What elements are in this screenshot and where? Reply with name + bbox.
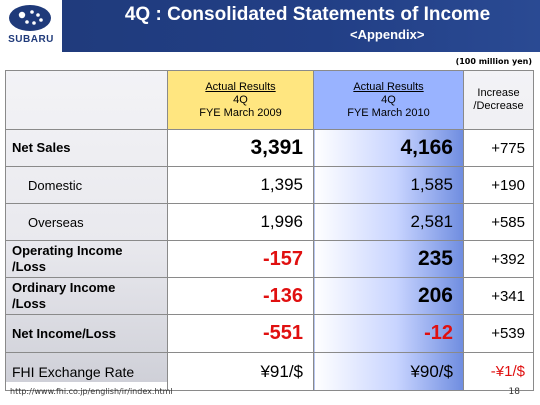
col-header-change-line2: /Decrease bbox=[473, 100, 524, 112]
row-label-line1: Operating Income bbox=[12, 243, 123, 258]
value-change: +341 bbox=[463, 277, 534, 315]
table-row-ordinary-income: Ordinary Income /Loss -136 206 +341 bbox=[5, 277, 534, 315]
table-row-net-sales: Net Sales 3,391 4,166 +775 bbox=[5, 129, 534, 167]
value-fy2010: 4,166 bbox=[313, 129, 464, 167]
footer-url[interactable]: http://www.fhi.co.jp/english/ir/index.ht… bbox=[10, 387, 173, 396]
col-header-fy2010: Actual Results 4Q FYE March 2010 bbox=[313, 70, 464, 130]
row-label: Operating Income /Loss bbox=[5, 240, 168, 278]
col-header-fy2009-line2: 4Q bbox=[233, 93, 248, 106]
table-row-domestic: Domestic 1,395 1,585 +190 bbox=[5, 166, 534, 204]
value-change: -¥1/$ bbox=[463, 352, 534, 391]
col-header-fy2010-line3: FYE March 2010 bbox=[347, 106, 430, 119]
table-row-overseas: Overseas 1,996 2,581 +585 bbox=[5, 203, 534, 241]
value-change: +392 bbox=[463, 240, 534, 278]
logo-wordmark: SUBARU bbox=[8, 34, 54, 45]
row-label-line2: /Loss bbox=[12, 259, 46, 274]
page-title: 4Q : Consolidated Statements of Income bbox=[124, 4, 491, 25]
header-bar: SUBARU 4Q : Consolidated Statements of I… bbox=[0, 0, 540, 52]
value-change: +585 bbox=[463, 203, 534, 241]
col-header-change-line1: Increase bbox=[477, 87, 520, 99]
table-row-operating-income: Operating Income /Loss -157 235 +392 bbox=[5, 240, 534, 278]
value-fy2010: ¥90/$ bbox=[313, 352, 464, 391]
value-fy2010: 235 bbox=[313, 240, 464, 278]
row-label: Net Income/Loss bbox=[5, 314, 168, 353]
value-fy2010: 206 bbox=[313, 277, 464, 315]
value-fy2010: -12 bbox=[313, 314, 464, 353]
header-empty-cell bbox=[5, 70, 168, 130]
value-fy2009: 3,391 bbox=[167, 129, 314, 167]
row-label: Domestic bbox=[5, 166, 168, 204]
value-fy2010: 1,585 bbox=[313, 166, 464, 204]
units-note: (100 million yen) bbox=[455, 57, 532, 66]
subaru-logo: SUBARU bbox=[0, 0, 62, 52]
value-fy2009: 1,395 bbox=[167, 166, 314, 204]
value-fy2009: -551 bbox=[167, 314, 314, 353]
row-label: Overseas bbox=[5, 203, 168, 241]
value-change: +775 bbox=[463, 129, 534, 167]
value-change: +190 bbox=[463, 166, 534, 204]
value-fy2009: -136 bbox=[167, 277, 314, 315]
row-label-line2: /Loss bbox=[12, 296, 46, 311]
table-header-row: Actual Results 4Q FYE March 2009 Actual … bbox=[5, 70, 534, 130]
col-header-fy2009-line1: Actual Results bbox=[205, 80, 276, 93]
col-header-fy2010-line2: 4Q bbox=[381, 93, 396, 106]
value-fy2010: 2,581 bbox=[313, 203, 464, 241]
row-label: Net Sales bbox=[5, 129, 168, 167]
value-fy2009: 1,996 bbox=[167, 203, 314, 241]
table-row-net-income: Net Income/Loss -551 -12 +539 bbox=[5, 314, 534, 353]
col-header-fy2010-line1: Actual Results bbox=[353, 80, 424, 93]
page-number: 18 bbox=[508, 387, 520, 397]
row-label-line1: Ordinary Income bbox=[12, 280, 116, 295]
row-label: FHI Exchange Rate bbox=[5, 352, 168, 391]
footer: http://www.fhi.co.jp/english/ir/index.ht… bbox=[0, 385, 540, 405]
value-fy2009: -157 bbox=[167, 240, 314, 278]
pleiades-star-logo-icon bbox=[9, 5, 51, 31]
col-header-fy2009: Actual Results 4Q FYE March 2009 bbox=[167, 70, 314, 130]
table-row-exchange-rate: FHI Exchange Rate ¥91/$ ¥90/$ -¥1/$ bbox=[5, 352, 534, 391]
row-label: Ordinary Income /Loss bbox=[5, 277, 168, 315]
col-header-fy2009-line3: FYE March 2009 bbox=[199, 106, 282, 119]
page-subtitle: <Appendix> bbox=[350, 27, 425, 42]
col-header-change: Increase /Decrease bbox=[463, 70, 534, 130]
income-statement-table: Actual Results 4Q FYE March 2009 Actual … bbox=[5, 70, 534, 391]
value-change: +539 bbox=[463, 314, 534, 353]
